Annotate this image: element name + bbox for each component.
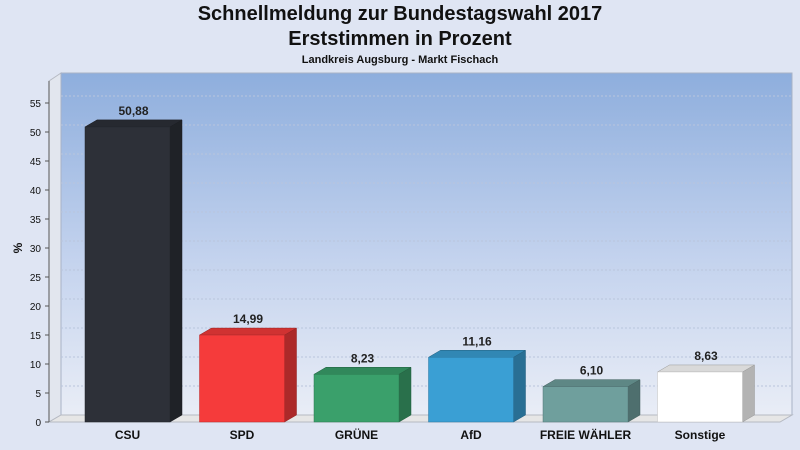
y-tick-label: 10 <box>30 360 42 371</box>
chart-caption: Landkreis Augsburg - Markt Fischach <box>301 54 499 66</box>
bar-top <box>313 367 412 375</box>
bar-top <box>656 364 756 373</box>
bar-side <box>513 349 526 423</box>
bar-side <box>742 364 755 423</box>
bar-top <box>198 327 298 336</box>
chart-subtitle: Erststimmen in Prozent <box>288 28 512 50</box>
y-tick-label: 5 <box>35 389 41 400</box>
y-tick-label: 20 <box>30 302 42 313</box>
bar <box>313 366 412 423</box>
bar-side <box>284 327 297 423</box>
bar-front <box>84 126 171 423</box>
x-tick-label: SPD <box>230 428 255 442</box>
y-tick-label: 55 <box>30 99 42 110</box>
x-tick-label: AfD <box>460 428 482 442</box>
y-tick-label: 25 <box>30 273 42 284</box>
y-tick-label: 0 <box>35 418 41 429</box>
bar-front <box>657 371 743 423</box>
x-tick-label: GRÜNE <box>335 427 378 442</box>
bar-top <box>84 119 183 128</box>
data-label: 8,23 <box>351 351 375 365</box>
x-tick-label: CSU <box>115 428 140 442</box>
x-tick-label: Sonstige <box>675 428 726 442</box>
bar-front <box>199 334 285 423</box>
data-label: 8,63 <box>694 349 718 363</box>
data-label: 14,99 <box>233 312 263 326</box>
y-tick-label: 15 <box>30 331 42 342</box>
data-label: 11,16 <box>462 334 492 348</box>
y-tick-label: 40 <box>30 186 42 197</box>
bar-front <box>313 374 400 423</box>
y-tick-label: 30 <box>30 244 42 255</box>
bar-top <box>542 379 641 387</box>
bar <box>198 327 298 423</box>
bar-side <box>398 366 412 423</box>
plot-back-wall <box>60 72 793 416</box>
data-label: 6,10 <box>580 364 604 378</box>
bar-front <box>428 357 514 423</box>
y-axis-label: % <box>11 242 25 253</box>
bar-top <box>427 350 527 358</box>
x-tick-label: FREIE WÄHLER <box>540 427 632 442</box>
y-tick-label: 50 <box>30 128 42 139</box>
y-tick-label: 45 <box>30 157 42 168</box>
bar-side <box>627 379 641 423</box>
bar <box>84 119 183 423</box>
data-label: 50,88 <box>118 104 148 118</box>
bar <box>427 349 527 423</box>
plot-left-wall <box>48 72 62 423</box>
bar-front <box>542 386 629 423</box>
bar-side <box>169 119 183 423</box>
chart-title: Schnellmeldung zur Bundestagswahl 2017 <box>197 3 603 25</box>
y-tick-label: 35 <box>30 215 42 226</box>
bar <box>656 364 756 423</box>
bar <box>542 379 641 423</box>
